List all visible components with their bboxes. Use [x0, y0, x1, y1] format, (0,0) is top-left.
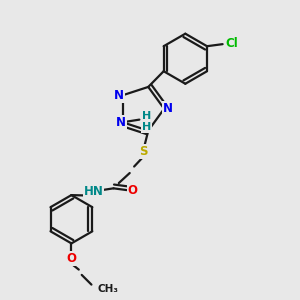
- Text: Cl: Cl: [225, 37, 238, 50]
- Text: N: N: [114, 89, 124, 102]
- Text: CH₃: CH₃: [98, 284, 119, 294]
- Text: O: O: [66, 252, 76, 265]
- Text: N: N: [163, 102, 173, 115]
- Text: HN: HN: [84, 185, 103, 198]
- Text: O: O: [128, 184, 138, 197]
- Text: H: H: [142, 111, 151, 122]
- Text: S: S: [139, 145, 147, 158]
- Text: N: N: [116, 116, 126, 129]
- Text: H: H: [142, 122, 151, 132]
